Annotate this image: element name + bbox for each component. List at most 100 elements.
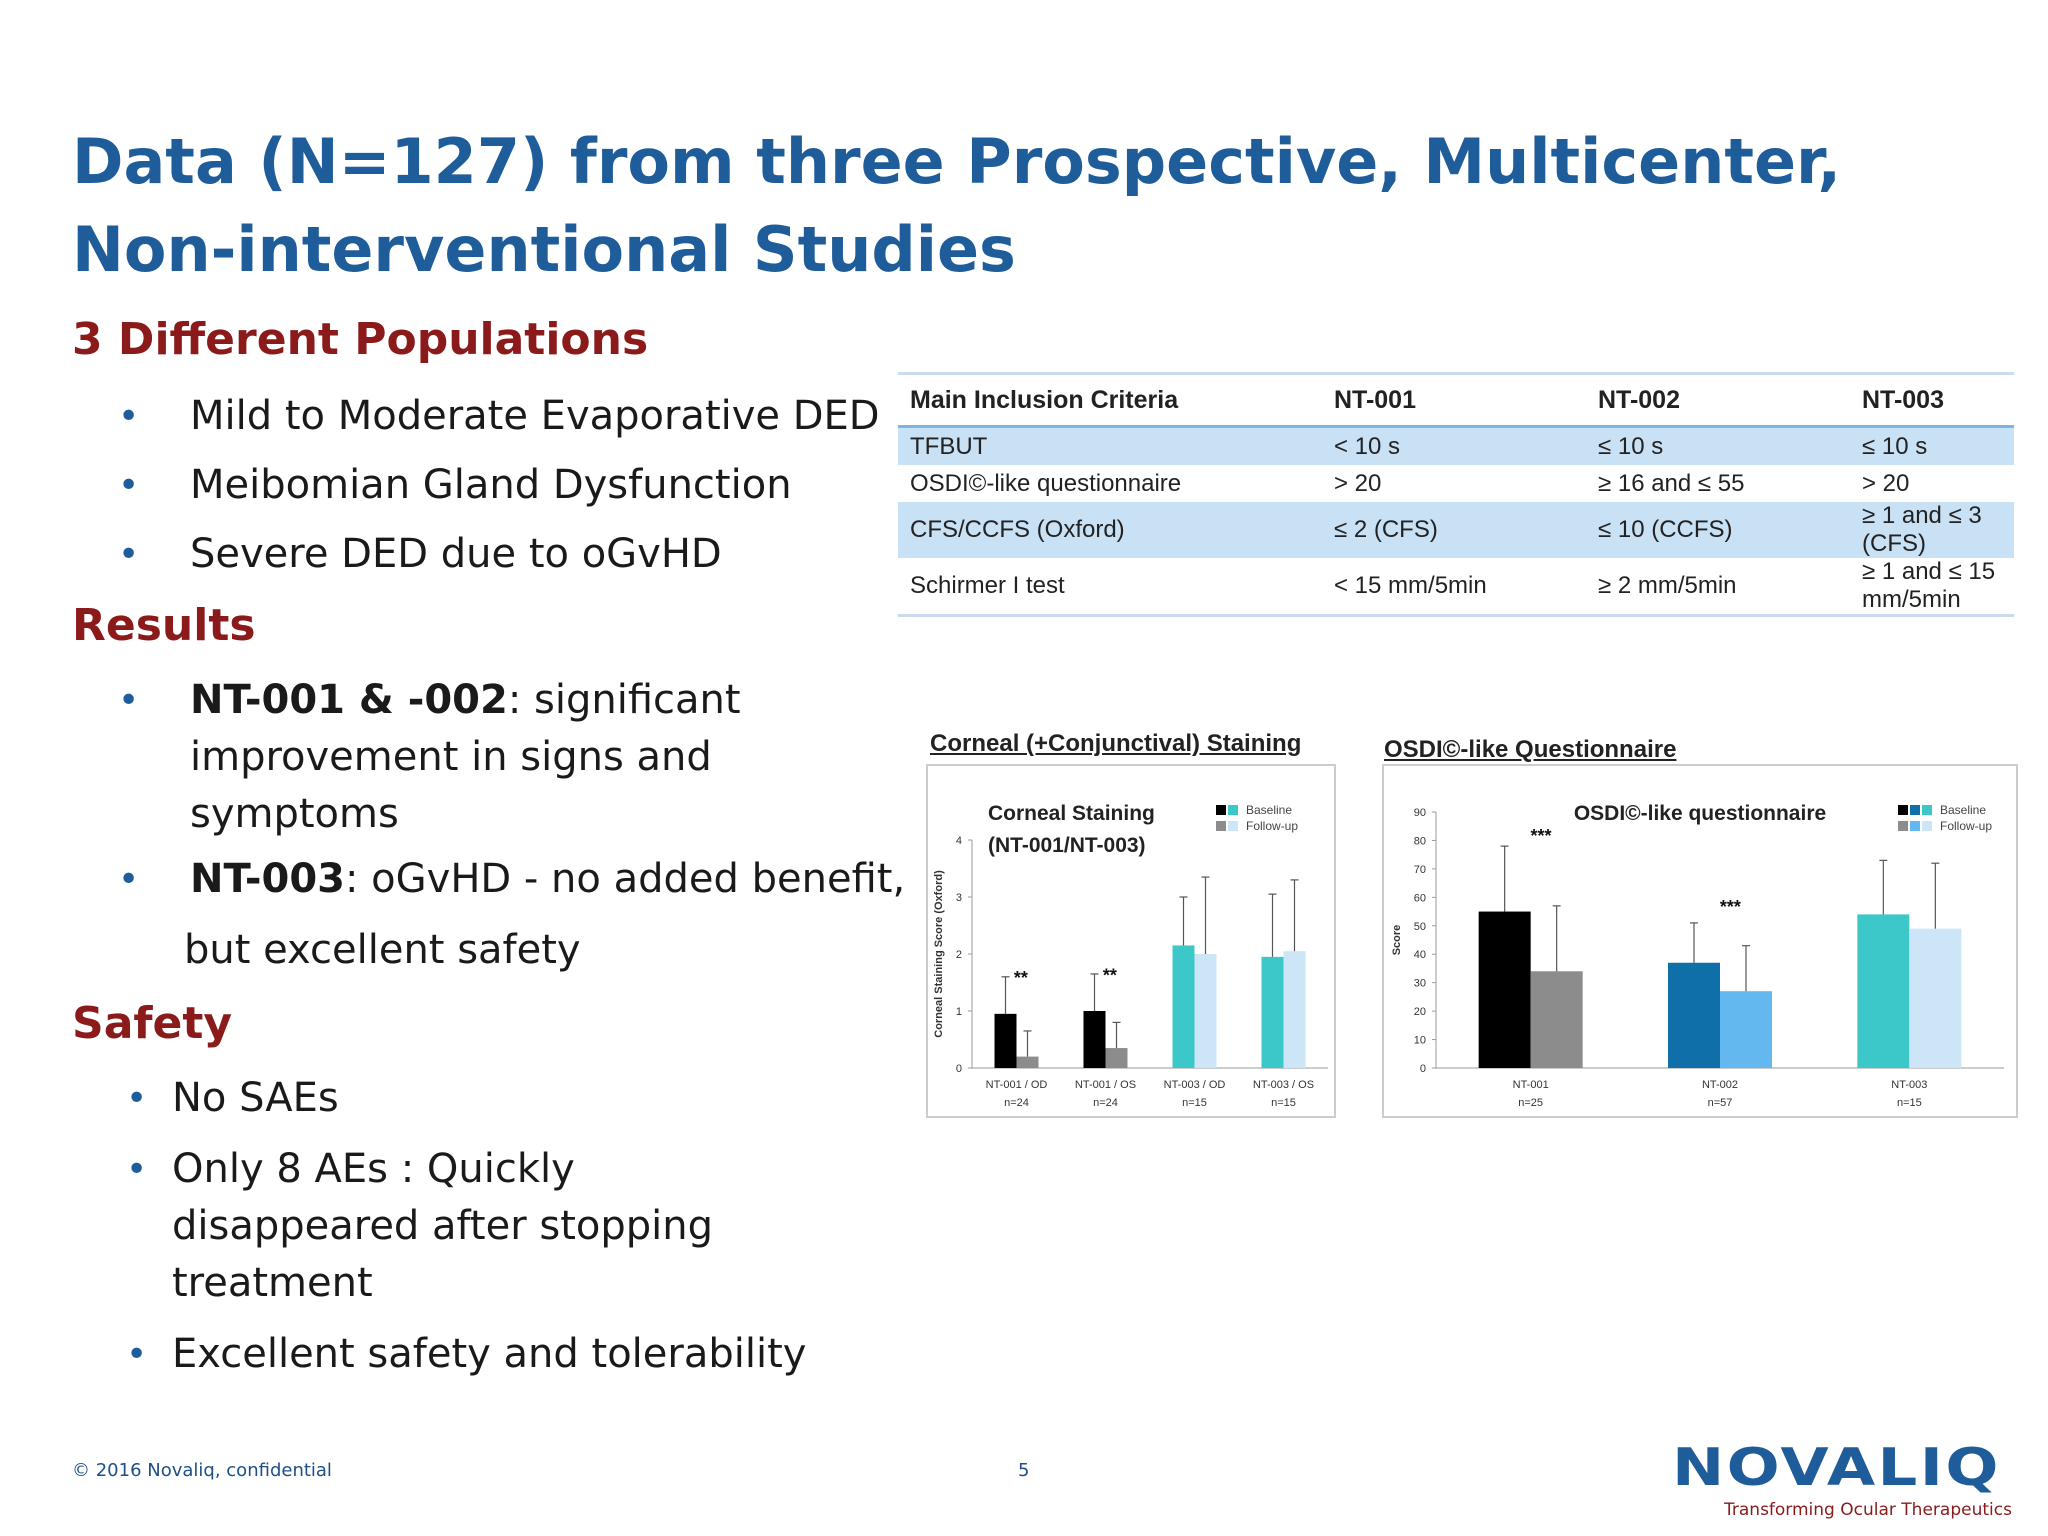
y-axis-label: Score bbox=[1391, 925, 1403, 956]
legend-swatch bbox=[1910, 805, 1920, 815]
populations-heading: 3 Different Populations bbox=[72, 314, 649, 365]
table-header: NT-001 bbox=[1322, 372, 1586, 428]
results-list: • NT-001 & -002: significant improvement … bbox=[72, 672, 912, 908]
y-tick-label: 1 bbox=[956, 1006, 962, 1018]
legend-swatch bbox=[1898, 821, 1908, 831]
bar bbox=[1857, 914, 1910, 1068]
x-tick-label: NT-003 / OD bbox=[1164, 1079, 1226, 1091]
significance-label: *** bbox=[1531, 826, 1552, 846]
y-tick-label: 3 bbox=[956, 892, 962, 904]
bar bbox=[1105, 1048, 1128, 1068]
list-item: • Excellent safety and tolerability bbox=[72, 1326, 832, 1383]
table-cell: ≤ 2 (CFS) bbox=[1322, 502, 1586, 558]
y-axis-label: Corneal Staining Score (Oxford) bbox=[933, 870, 945, 1038]
y-tick-label: 40 bbox=[1414, 949, 1426, 961]
table-cell: > 20 bbox=[1850, 465, 2014, 502]
safety-list: • No SAEs • Only 8 AEs : Quickly disappear… bbox=[72, 1070, 832, 1383]
y-tick-label: 70 bbox=[1414, 864, 1426, 876]
list-item: • Meibomian Gland Dysfunction bbox=[72, 457, 880, 514]
x-tick-label: NT-001 / OD bbox=[986, 1079, 1048, 1091]
table-header: Main Inclusion Criteria bbox=[898, 372, 1322, 428]
y-tick-label: 2 bbox=[956, 949, 962, 961]
table-row: OSDI©-like questionnaire > 20 ≥ 16 and ≤… bbox=[898, 465, 2014, 502]
bar bbox=[1720, 991, 1772, 1068]
y-tick-label: 60 bbox=[1414, 892, 1426, 904]
bar bbox=[1283, 951, 1306, 1068]
x-tick-label: NT-001 / OS bbox=[1075, 1079, 1136, 1091]
copyright-text: © 2016 Novaliq, confidential bbox=[72, 1460, 332, 1481]
table-header: NT-003 bbox=[1850, 372, 2014, 428]
bullet-icon: • bbox=[126, 1149, 148, 1190]
results-heading: Results bbox=[72, 600, 256, 651]
list-item: • Mild to Moderate Evaporative DED bbox=[72, 388, 880, 445]
results-continuation: but excellent safety bbox=[184, 927, 581, 973]
table-cell: ≤ 10 s bbox=[1586, 426, 1850, 465]
osdi-chart-heading: OSDI©-like Questionnaire bbox=[1384, 736, 1677, 763]
significance-label: *** bbox=[1720, 897, 1741, 917]
osdi-chart-svg: OSDI©-like questionnaire Baseline Follow-u… bbox=[1391, 802, 2004, 1109]
table-cell: ≤ 10 (CCFS) bbox=[1586, 502, 1850, 558]
corneal-staining-chart-svg: Corneal Staining (NT-001/NT-003) Baseline F… bbox=[933, 802, 1328, 1109]
table-cell: OSDI©-like questionnaire bbox=[898, 465, 1322, 502]
y-tick-label: 30 bbox=[1414, 978, 1426, 990]
table-row: CFS/CCFS (Oxford) ≤ 2 (CFS) ≤ 10 (CCFS) … bbox=[898, 502, 2014, 558]
bullet-icon: • bbox=[118, 396, 140, 437]
table-row: Schirmer I test < 15 mm/5min ≥ 2 mm/5min… bbox=[898, 558, 2014, 617]
x-tick-label: NT-002 bbox=[1702, 1079, 1738, 1091]
legend-swatch bbox=[1898, 805, 1908, 815]
bar bbox=[1909, 928, 1962, 1068]
logo-wordmark: NOVALIQ bbox=[1672, 1438, 2001, 1498]
novaliq-logo: NOVALIQ Transforming Ocular Therapeutics bbox=[1672, 1440, 2012, 1520]
legend-label: Follow-up bbox=[1246, 819, 1298, 833]
bar bbox=[1478, 911, 1531, 1068]
inclusion-criteria-table: Main Inclusion Criteria NT-001 NT-002 NT… bbox=[898, 372, 2014, 617]
bullet-icon: • bbox=[118, 859, 140, 900]
x-tick-n-label: n=24 bbox=[1004, 1097, 1029, 1109]
significance-label: ** bbox=[1014, 968, 1028, 988]
x-tick-label: NT-003 bbox=[1891, 1079, 1927, 1091]
x-tick-n-label: n=25 bbox=[1518, 1097, 1543, 1109]
page-number: 5 bbox=[1018, 1460, 1030, 1481]
bullet-icon: • bbox=[118, 680, 140, 721]
bar bbox=[1016, 1056, 1039, 1068]
populations-list: • Mild to Moderate Evaporative DED • Meibo… bbox=[72, 388, 880, 583]
table-cell: ≥ 16 and ≤ 55 bbox=[1586, 465, 1850, 502]
x-tick-n-label: n=15 bbox=[1271, 1097, 1296, 1109]
y-tick-label: 20 bbox=[1414, 1006, 1426, 1018]
list-item: • Only 8 AEs : Quickly disappeared after … bbox=[72, 1141, 832, 1312]
chart-subtitle: (NT-001/NT-003) bbox=[988, 834, 1146, 857]
bar bbox=[1194, 954, 1217, 1068]
logo-tagline: Transforming Ocular Therapeutics bbox=[1724, 1500, 2012, 1520]
legend-swatch bbox=[1922, 821, 1932, 831]
x-tick-label: NT-001 bbox=[1513, 1079, 1549, 1091]
table-cell: ≥ 1 and ≤ 3 (CFS) bbox=[1850, 502, 2014, 558]
table-cell: < 15 mm/5min bbox=[1322, 558, 1586, 617]
bar bbox=[1261, 956, 1284, 1068]
legend-label: Baseline bbox=[1940, 803, 1986, 817]
y-tick-label: 90 bbox=[1414, 807, 1426, 819]
legend-swatch bbox=[1216, 805, 1226, 815]
table-header: NT-002 bbox=[1586, 372, 1850, 428]
y-tick-label: 80 bbox=[1414, 835, 1426, 847]
bullet-icon: • bbox=[126, 1078, 148, 1119]
legend-label: Baseline bbox=[1246, 803, 1292, 817]
legend-swatch bbox=[1922, 805, 1932, 815]
chart-title: OSDI©-like questionnaire bbox=[1574, 802, 1826, 825]
table-header-row: Main Inclusion Criteria NT-001 NT-002 NT… bbox=[898, 372, 2014, 428]
y-tick-label: 0 bbox=[956, 1063, 962, 1075]
significance-label: ** bbox=[1103, 965, 1117, 985]
table-row: TFBUT < 10 s ≤ 10 s ≤ 10 s bbox=[898, 426, 2014, 465]
list-item: • No SAEs bbox=[72, 1070, 832, 1127]
y-tick-label: 0 bbox=[1420, 1063, 1426, 1075]
legend-swatch bbox=[1910, 821, 1920, 831]
bullet-icon: • bbox=[126, 1334, 148, 1375]
y-tick-label: 50 bbox=[1414, 921, 1426, 933]
bar bbox=[994, 1013, 1017, 1068]
corneal-chart-heading: Corneal (+Conjunctival) Staining bbox=[930, 730, 1302, 757]
table-cell: CFS/CCFS (Oxford) bbox=[898, 502, 1322, 558]
table-cell: Schirmer I test bbox=[898, 558, 1322, 617]
x-tick-n-label: n=15 bbox=[1182, 1097, 1207, 1109]
table-cell: < 10 s bbox=[1322, 426, 1586, 465]
safety-heading: Safety bbox=[72, 998, 233, 1049]
x-tick-n-label: n=24 bbox=[1093, 1097, 1118, 1109]
